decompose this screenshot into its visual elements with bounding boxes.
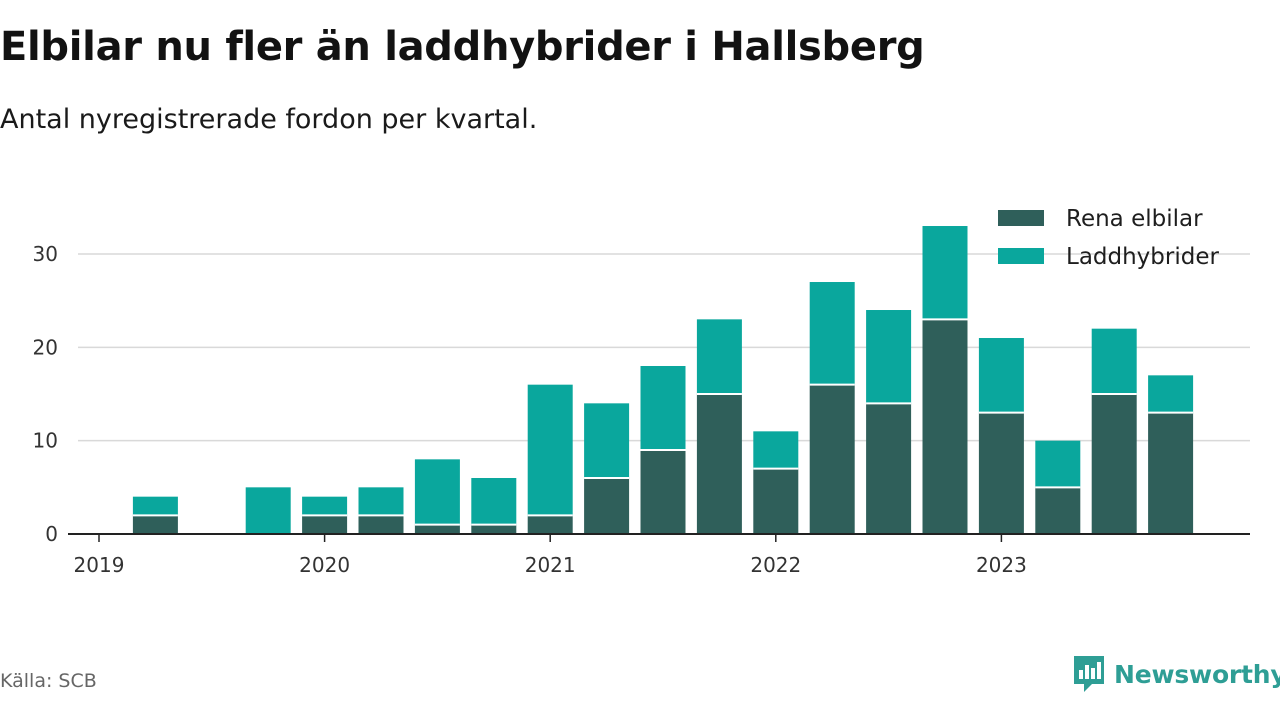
- bar-rena-elbilar[interactable]: [1035, 487, 1081, 534]
- bar-rena-elbilar[interactable]: [132, 515, 178, 534]
- newsworthy-logo[interactable]: Newsworthy: [1072, 654, 1280, 694]
- bar-rena-elbilar[interactable]: [527, 515, 573, 534]
- bar-rena-elbilar[interactable]: [640, 450, 686, 534]
- bar-laddhybrider[interactable]: [922, 226, 968, 320]
- bar-laddhybrider[interactable]: [414, 459, 460, 525]
- bar-laddhybrider[interactable]: [358, 487, 404, 516]
- stacked-bar-chart: 0 10 20 30 2019 2020 2021 2022 2023 Rena elbilar L…: [33, 206, 1250, 577]
- bar-laddhybrider[interactable]: [1035, 440, 1081, 488]
- bar-rena-elbilar[interactable]: [1148, 412, 1194, 534]
- y-tick-label: 20: [33, 335, 58, 359]
- bar-laddhybrider[interactable]: [584, 403, 630, 479]
- y-tick-label: 30: [33, 242, 58, 266]
- bar-laddhybrider[interactable]: [245, 487, 291, 534]
- legend-label[interactable]: Laddhybrider: [1066, 244, 1219, 270]
- bar-rena-elbilar[interactable]: [414, 524, 460, 534]
- y-tick-label: 0: [45, 522, 58, 546]
- brand-name: Newsworthy: [1114, 659, 1280, 689]
- bar-rena-elbilar[interactable]: [358, 515, 404, 534]
- bar-rena-elbilar[interactable]: [696, 394, 742, 534]
- chart-subtitle: Antal nyregistrerade fordon per kvartal.: [0, 104, 538, 135]
- legend-swatch[interactable]: [998, 210, 1044, 226]
- bar-laddhybrider[interactable]: [696, 319, 742, 395]
- bar-rena-elbilar[interactable]: [866, 403, 912, 534]
- bar-laddhybrider[interactable]: [978, 338, 1024, 413]
- bar-rena-elbilar[interactable]: [471, 524, 517, 534]
- bar-rena-elbilar[interactable]: [922, 319, 968, 534]
- bar-laddhybrider[interactable]: [302, 496, 348, 516]
- x-tick-label: 2022: [750, 553, 801, 577]
- source-note: Källa: SCB: [0, 670, 97, 692]
- chart-title: Elbilar nu fler än laddhybrider i Hallsb…: [0, 24, 925, 70]
- bar-laddhybrider[interactable]: [132, 496, 178, 516]
- x-tick-label: 2021: [525, 553, 576, 577]
- bar-rena-elbilar[interactable]: [584, 478, 630, 534]
- bar-rena-elbilar[interactable]: [809, 384, 855, 534]
- bar-laddhybrider[interactable]: [527, 384, 573, 516]
- bar-laddhybrider[interactable]: [1091, 328, 1137, 395]
- bar-rena-elbilar[interactable]: [978, 412, 1024, 534]
- bar-rena-elbilar[interactable]: [302, 515, 348, 534]
- legend-label[interactable]: Rena elbilar: [1066, 206, 1203, 232]
- newsworthy-logo-icon: [1074, 656, 1104, 692]
- bar-rena-elbilar[interactable]: [1091, 394, 1137, 534]
- x-tick-label: 2023: [976, 553, 1027, 577]
- x-tick-label: 2020: [299, 553, 350, 577]
- bar-laddhybrider[interactable]: [640, 366, 686, 451]
- bar-laddhybrider[interactable]: [809, 282, 855, 385]
- legend-swatch[interactable]: [998, 248, 1044, 264]
- bar-laddhybrider[interactable]: [1148, 375, 1194, 413]
- y-tick-label: 10: [33, 429, 58, 453]
- bar-rena-elbilar[interactable]: [753, 468, 799, 534]
- x-tick-label: 2019: [74, 553, 125, 577]
- bar-laddhybrider[interactable]: [753, 431, 799, 469]
- bar-laddhybrider[interactable]: [471, 478, 517, 525]
- bar-laddhybrider[interactable]: [866, 310, 912, 404]
